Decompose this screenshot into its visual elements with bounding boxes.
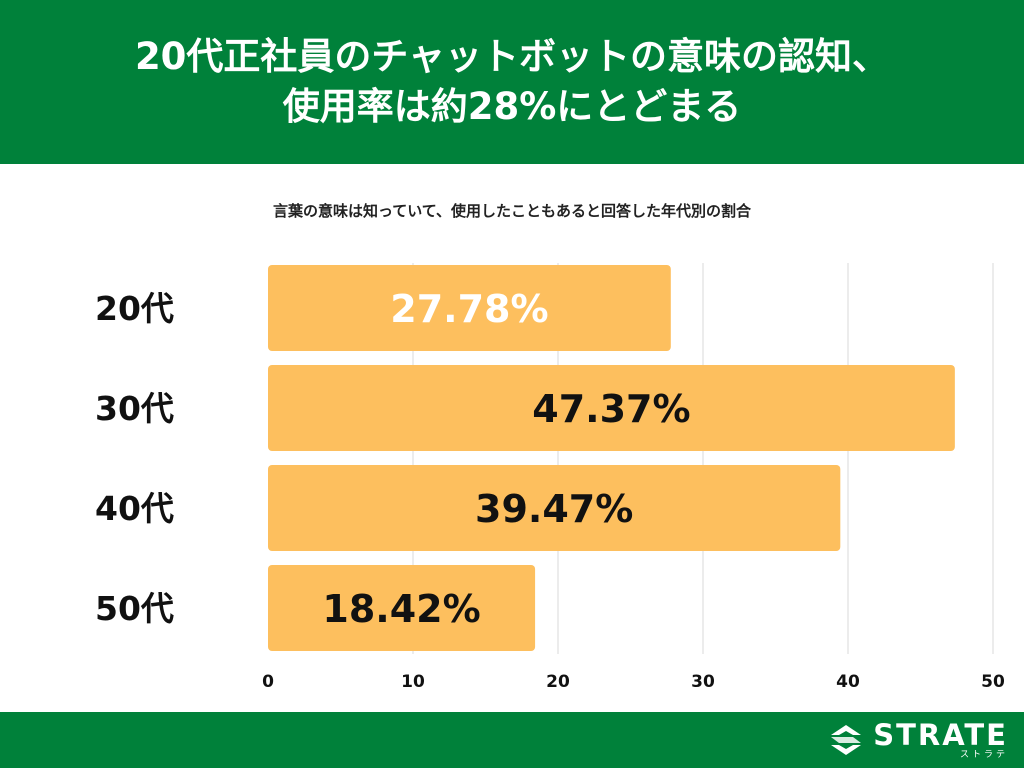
category-label-1: 30代 — [95, 389, 174, 428]
strate-logo: STRATE ストラテ — [827, 720, 1008, 760]
data-label-1: 47.37% — [532, 387, 690, 431]
x-tick-label-50: 50 — [981, 672, 1005, 692]
bar-3 — [268, 565, 536, 651]
page-title-line-1: 20代正社員のチャットボットの意味の認知、 — [134, 35, 890, 78]
bar-2 — [268, 465, 841, 551]
bar-chart: 20代 27.78% 30代 47.37% 40代 39.47% 50代 18.42% 0 10 2… — [95, 263, 1005, 692]
page-title-line-2: 使用率は約28%にとどまる — [282, 85, 742, 128]
x-tick-label-30: 30 — [691, 672, 715, 692]
bar-1 — [268, 365, 955, 451]
footer-banner: STRATE ストラテ — [0, 712, 1024, 768]
logo-text: STRATE — [873, 718, 1008, 752]
strate-s-icon — [831, 725, 862, 755]
category-label-3: 50代 — [95, 589, 174, 628]
data-label-0: 27.78% — [390, 287, 548, 331]
category-label-0: 20代 — [95, 289, 174, 328]
chart-subtitle: 言葉の意味は知っていて、使用したこともあると回答した年代別の割合 — [272, 202, 752, 220]
x-tick-label-10: 10 — [401, 672, 425, 692]
logo-subtext: ストラテ — [959, 750, 1008, 760]
header-banner: 20代正社員のチャットボットの意味の認知、 使用率は約28%にとどまる — [0, 0, 1024, 164]
x-tick-label-20: 20 — [546, 672, 570, 692]
bar-0 — [268, 265, 671, 351]
x-tick-label-40: 40 — [836, 672, 860, 692]
category-label-2: 40代 — [95, 489, 174, 528]
data-label-2: 39.47% — [475, 487, 633, 531]
data-label-3: 18.42% — [322, 587, 480, 631]
x-tick-label-0: 0 — [262, 672, 274, 692]
